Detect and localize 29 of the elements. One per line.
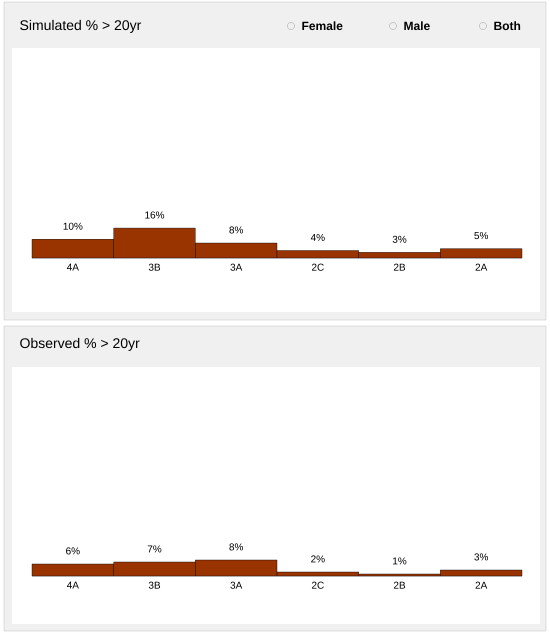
x-tick-label: 3A: [230, 264, 242, 271]
x-tick-label: 3B: [148, 582, 160, 589]
text: Male: [404, 21, 430, 30]
x-tick-label: 4A: [66, 582, 79, 589]
x-tick-label: 2C: [312, 582, 324, 589]
x-tick-label: 2A: [476, 582, 488, 589]
data-label: 8%: [229, 226, 244, 234]
x-tick-label: 2B: [394, 582, 406, 589]
data-label: 10%: [64, 222, 82, 230]
chart-title: Observed % > 20yr: [20, 338, 140, 351]
data-label: 3%: [392, 236, 406, 243]
data-label: 7%: [148, 545, 162, 552]
x-tick-label: 2A: [476, 264, 488, 271]
chart-title: Simulated % > 20yr: [20, 20, 142, 33]
text: Both: [494, 21, 520, 30]
data-label: 1%: [393, 557, 406, 564]
x-tick-label: 4A: [66, 264, 79, 271]
x-tick-label: 3A: [230, 582, 242, 589]
data-label: 2%: [311, 555, 325, 562]
data-label: 16%: [145, 211, 164, 219]
data-label: 6%: [66, 547, 80, 554]
x-tick-label: 2B: [394, 264, 406, 271]
x-tick-label: 2C: [312, 264, 324, 271]
data-label: 3%: [474, 553, 488, 560]
data-label: 5%: [474, 232, 488, 240]
text: Female: [302, 21, 342, 30]
x-tick-label: 3B: [148, 264, 160, 271]
data-label: 8%: [229, 543, 244, 550]
data-label: 4%: [310, 234, 325, 241]
